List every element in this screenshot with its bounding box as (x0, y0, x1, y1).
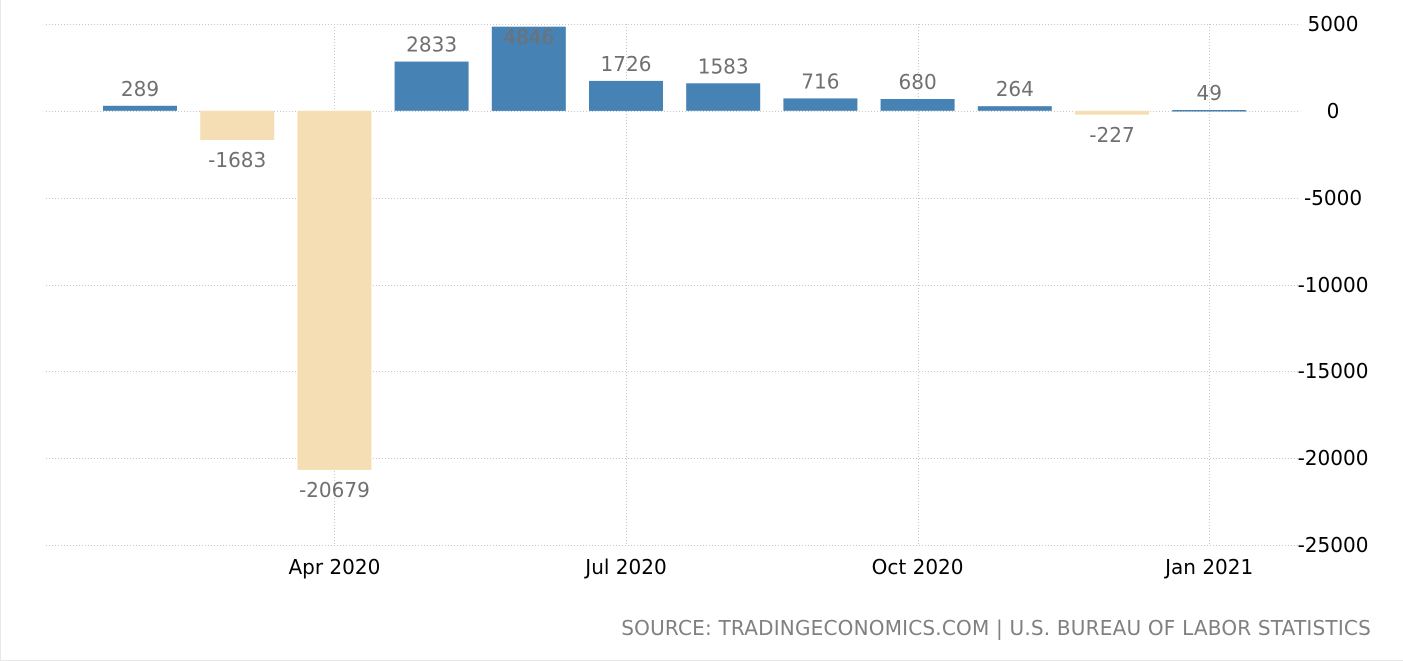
y-tick-label: -5000 (1304, 186, 1362, 210)
bar (103, 105, 177, 111)
data-label: -1683 (208, 148, 266, 172)
data-label: 264 (996, 77, 1034, 101)
y-tick-label: 0 (1327, 99, 1340, 123)
data-label: -20679 (299, 478, 370, 502)
bar (589, 80, 663, 111)
bar (200, 110, 275, 140)
bar (297, 110, 372, 470)
data-label: 4846 (503, 25, 554, 49)
bar (491, 26, 566, 111)
y-tick-label: 5000 (1308, 12, 1359, 36)
y-tick-label: -20000 (1298, 446, 1369, 470)
y-axis: 5000 0 -5000 -10000 -15000 -20000 -25000 (1298, 12, 1369, 557)
data-label: 289 (121, 77, 159, 101)
data-label: 2833 (406, 33, 457, 57)
data-label: 49 (1196, 81, 1221, 105)
y-tick-label: -15000 (1298, 359, 1369, 383)
source-note: SOURCE: TRADINGECONOMICS.COM | U.S. BURE… (621, 616, 1371, 640)
data-label: 1726 (601, 52, 652, 76)
data-label: 716 (801, 69, 839, 93)
bar (880, 99, 955, 111)
data-label: 680 (899, 70, 937, 94)
bar (394, 61, 469, 111)
bars (103, 26, 1247, 470)
x-tick-label: Oct 2020 (872, 555, 964, 579)
y-tick-label: -25000 (1298, 533, 1369, 557)
bar (783, 98, 858, 111)
bar (977, 106, 1052, 111)
y-tick-label: -10000 (1298, 273, 1369, 297)
x-tick-label: Apr 2020 (288, 555, 380, 579)
data-labels: 289 -1683 -20679 2833 4846 1726 1583 716 680 264 -… (121, 25, 1222, 502)
bar (1172, 110, 1247, 112)
x-tick-label: Jan 2021 (1163, 555, 1253, 579)
data-label: -227 (1089, 123, 1134, 147)
grid (46, 24, 1299, 546)
bar (686, 83, 761, 111)
x-tick-label: Jul 2020 (583, 555, 666, 579)
bar (1075, 110, 1149, 115)
data-label: 1583 (698, 54, 749, 78)
x-axis: Apr 2020 Jul 2020 Oct 2020 Jan 2021 (288, 555, 1253, 579)
